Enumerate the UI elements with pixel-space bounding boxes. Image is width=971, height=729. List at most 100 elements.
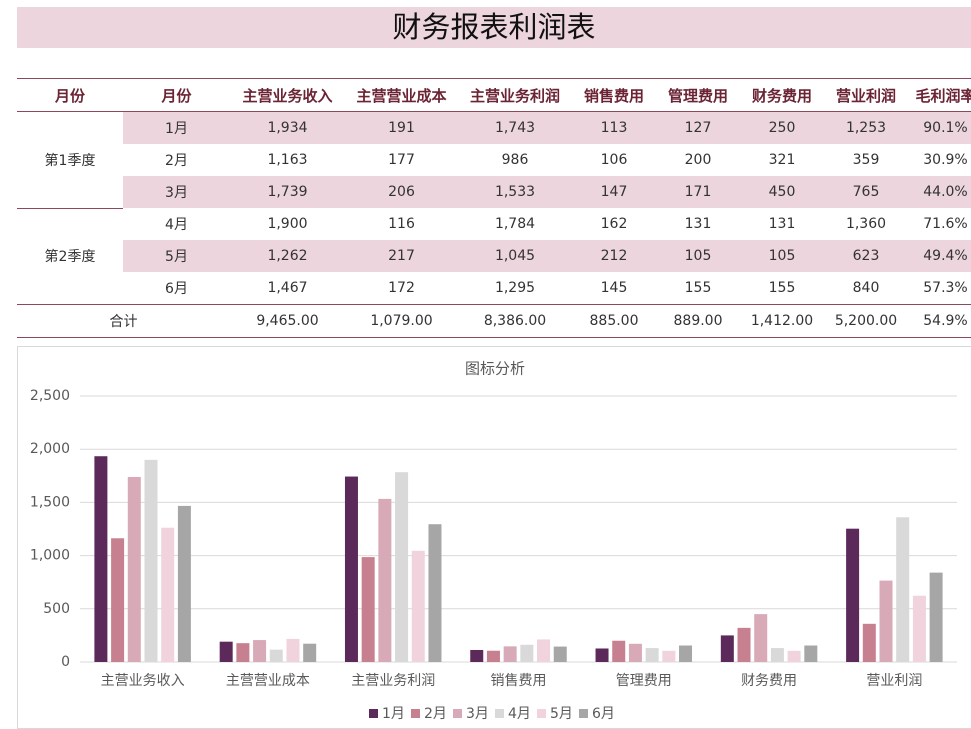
value-cell: 131 — [684, 216, 712, 232]
bar — [645, 648, 659, 662]
bar — [770, 648, 784, 662]
bar — [177, 505, 191, 662]
bar — [111, 538, 125, 662]
total-cell: 1,079.00 — [345, 304, 458, 338]
value-cell: 105 — [656, 240, 740, 272]
value-cell: 155 — [684, 280, 712, 296]
bar — [503, 646, 517, 662]
table-body: 第1季度 1月 1,934 191 1,743 113 127 250 1,253 90.1% 2月… — [17, 111, 971, 338]
legend-label: 3月 — [466, 706, 489, 722]
table-row: 2月 1,163 177 986 106 200 321 359 30.9% — [17, 144, 971, 176]
legend-label: 6月 — [592, 706, 615, 722]
header-row: 月份 月份 主营业务收入 主营营业成本 主营业务利润 销售费用 管理费用 财务费用 营业利润 毛利… — [17, 78, 971, 112]
bar — [804, 645, 818, 662]
bar — [612, 640, 626, 662]
total-cell: 8,386.00 — [458, 304, 572, 338]
bar — [344, 476, 358, 662]
value-cell: 145 — [600, 280, 628, 296]
table-row: 第2季度 4月 1,900 116 1,784 162 131 131 1,360 71.6% — [17, 208, 971, 305]
value-cell: 30.9% — [923, 152, 968, 168]
quarter-cell: 第2季度 — [17, 208, 123, 305]
value-cell: 765 — [824, 176, 908, 208]
value-cell: 113 — [572, 111, 656, 144]
bar — [628, 643, 642, 662]
value-cell: 147 — [572, 176, 656, 208]
chart: 图标分析 0 500 1,000 1,500 2,000 2,500 主营业务收入 主营营业成… — [17, 346, 971, 729]
total-cell: 54.9% — [908, 304, 971, 338]
x-tick-label: 主营业务收入 — [101, 673, 185, 689]
value-cell: 212 — [572, 240, 656, 272]
bar — [236, 643, 250, 662]
value-cell: 71.6% — [923, 216, 968, 232]
value-cell: 450 — [740, 176, 824, 208]
bar — [219, 641, 233, 662]
value-cell: 177 — [388, 152, 415, 168]
bar — [161, 527, 175, 662]
value-cell: 155 — [768, 280, 796, 296]
legend-swatch — [579, 709, 588, 718]
bar — [520, 644, 534, 662]
value-cell: 1,743 — [458, 111, 572, 144]
chart-frame — [17, 346, 971, 729]
bar — [846, 528, 860, 662]
value-cell: 1,739 — [230, 176, 345, 208]
bar — [879, 580, 893, 662]
value-cell: 162 — [600, 216, 628, 232]
legend-label: 2月 — [424, 706, 447, 722]
bar — [929, 572, 943, 662]
x-tick-label: 主营营业成本 — [226, 673, 310, 689]
month-cell: 1月 — [123, 111, 230, 144]
legend-swatch — [369, 709, 378, 718]
value-cell: 359 — [852, 152, 880, 168]
legend-label: 5月 — [550, 706, 573, 722]
bar — [470, 649, 484, 662]
bar — [862, 623, 876, 662]
chart-title: 图标分析 — [465, 360, 525, 378]
value-cell: 171 — [656, 176, 740, 208]
column-header: 财务费用 — [740, 78, 824, 112]
value-cell: 840 — [852, 280, 880, 296]
month-cell: 5月 — [123, 240, 230, 272]
value-cell: 44.0% — [908, 176, 971, 208]
value-cell: 986 — [501, 152, 529, 168]
legend-swatch — [537, 709, 546, 718]
total-cell: 9,465.00 — [230, 304, 345, 338]
total-cell: 885.00 — [572, 304, 656, 338]
table-row: 5月 1,262 217 1,045 212 105 105 623 49.4% — [17, 240, 971, 272]
table-row: 3月 1,739 206 1,533 147 171 450 765 44.0% — [17, 176, 971, 208]
value-cell: 1,253 — [824, 111, 908, 144]
value-cell: 1,533 — [458, 176, 572, 208]
bar — [912, 595, 926, 662]
value-cell: 321 — [768, 152, 796, 168]
bar — [361, 557, 375, 662]
x-tick-label: 销售费用 — [491, 673, 547, 689]
y-tick-label: 2,500 — [30, 388, 70, 404]
bar — [720, 635, 734, 662]
bar — [144, 459, 158, 662]
column-header: 月份 — [123, 78, 230, 112]
y-tick-label: 1,500 — [30, 494, 70, 510]
bar — [411, 550, 425, 662]
y-tick-label: 500 — [43, 601, 70, 617]
value-cell: 206 — [345, 176, 458, 208]
column-header: 毛利润率 — [908, 78, 971, 112]
legend-swatch — [411, 709, 420, 718]
y-tick-label: 0 — [61, 654, 70, 670]
column-header: 主营业务收入 — [230, 78, 345, 112]
value-cell: 49.4% — [908, 240, 971, 272]
value-cell: 200 — [684, 152, 712, 168]
bar — [553, 646, 567, 662]
value-cell: 131 — [768, 216, 796, 232]
month-cell: 6月 — [165, 281, 188, 297]
total-cell: 889.00 — [656, 304, 740, 338]
total-label: 合计 — [17, 304, 230, 338]
value-cell: 57.3% — [923, 280, 968, 296]
total-cell: 1,412.00 — [740, 304, 824, 338]
value-cell: 116 — [388, 216, 415, 232]
value-cell: 217 — [345, 240, 458, 272]
table-row: 第1季度 1月 1,934 191 1,743 113 127 250 1,253 90.1% — [17, 111, 971, 209]
bar — [303, 643, 317, 662]
column-header: 销售费用 — [572, 78, 656, 112]
legend-label: 1月 — [382, 706, 405, 722]
